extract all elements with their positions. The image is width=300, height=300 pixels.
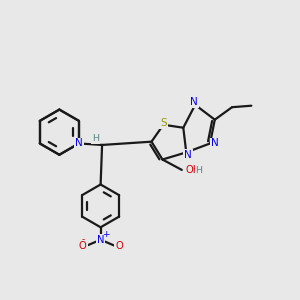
- Text: N: N: [97, 235, 104, 245]
- Text: N: N: [211, 139, 218, 148]
- Text: N: N: [75, 139, 83, 148]
- Text: O: O: [79, 241, 87, 251]
- Text: +: +: [102, 230, 110, 239]
- Text: S: S: [160, 118, 167, 128]
- Text: N: N: [184, 150, 192, 160]
- Text: N: N: [190, 97, 198, 107]
- Text: OH: OH: [185, 165, 201, 175]
- Text: O: O: [115, 241, 123, 251]
- Text: H: H: [92, 134, 99, 143]
- Text: -: -: [81, 235, 84, 244]
- Text: H: H: [196, 166, 202, 175]
